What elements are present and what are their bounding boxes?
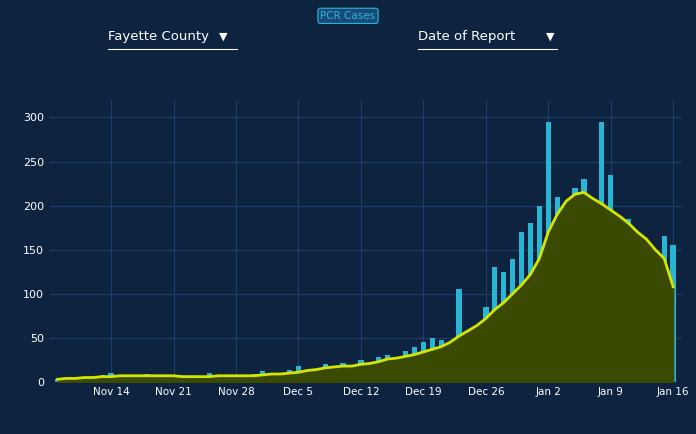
Bar	[635, 245, 640, 382]
Bar	[385, 355, 390, 382]
Text: ▼: ▼	[546, 32, 555, 42]
Bar	[349, 368, 355, 382]
Text: ▼: ▼	[219, 32, 228, 42]
Bar	[590, 232, 596, 382]
Bar	[189, 379, 194, 382]
Bar	[420, 342, 426, 382]
Bar	[81, 378, 87, 382]
Bar	[662, 237, 667, 382]
Bar	[537, 206, 542, 382]
Bar	[564, 223, 569, 382]
Bar	[670, 245, 676, 382]
Bar	[64, 378, 69, 382]
Bar	[305, 372, 310, 382]
Bar	[403, 351, 409, 382]
Bar	[251, 374, 257, 382]
Bar	[198, 378, 203, 382]
Bar	[153, 378, 159, 382]
Bar	[653, 316, 658, 382]
Bar	[626, 219, 631, 382]
Bar	[314, 369, 319, 382]
Bar	[546, 122, 551, 382]
Bar	[90, 377, 96, 382]
Bar	[224, 378, 230, 382]
Bar	[287, 370, 292, 382]
Bar	[296, 366, 301, 382]
Bar	[331, 366, 337, 382]
Bar	[162, 376, 167, 382]
Bar	[73, 380, 78, 382]
Text: Date of Report: Date of Report	[418, 30, 515, 43]
Bar	[358, 360, 363, 382]
Bar	[180, 377, 185, 382]
Bar	[466, 347, 470, 382]
Bar	[216, 376, 221, 382]
Bar	[492, 267, 498, 382]
Legend: Confirmed Cases, 7-day Moving Average: Confirmed Cases, 7-day Moving Average	[224, 433, 507, 434]
Bar	[429, 338, 435, 382]
Bar	[483, 307, 489, 382]
Bar	[242, 377, 248, 382]
Bar	[438, 339, 444, 382]
Bar	[617, 228, 622, 382]
Bar	[599, 122, 604, 382]
Bar	[501, 272, 507, 382]
Bar	[367, 364, 372, 382]
Bar	[207, 373, 212, 382]
Bar	[118, 376, 122, 382]
Bar	[608, 175, 613, 382]
Bar	[233, 375, 239, 382]
Bar	[572, 188, 578, 382]
Bar	[127, 378, 132, 382]
Bar	[519, 232, 524, 382]
Bar	[269, 375, 274, 382]
Bar	[278, 373, 283, 382]
Bar	[55, 379, 61, 382]
Bar	[448, 342, 453, 382]
Bar	[322, 364, 328, 382]
Bar	[376, 357, 381, 382]
Bar	[135, 377, 141, 382]
Bar	[340, 362, 346, 382]
Bar	[644, 241, 649, 382]
Bar	[100, 375, 105, 382]
Bar	[260, 372, 265, 382]
Bar	[510, 259, 515, 382]
Text: PCR Cases: PCR Cases	[320, 11, 376, 21]
Bar	[109, 373, 114, 382]
Text: Fayette County: Fayette County	[108, 30, 209, 43]
Bar	[144, 374, 150, 382]
Bar	[171, 375, 176, 382]
Bar	[528, 223, 533, 382]
Bar	[457, 289, 461, 382]
Bar	[394, 362, 400, 382]
Bar	[555, 197, 560, 382]
Bar	[581, 179, 587, 382]
Bar	[474, 345, 480, 382]
Bar	[412, 347, 417, 382]
